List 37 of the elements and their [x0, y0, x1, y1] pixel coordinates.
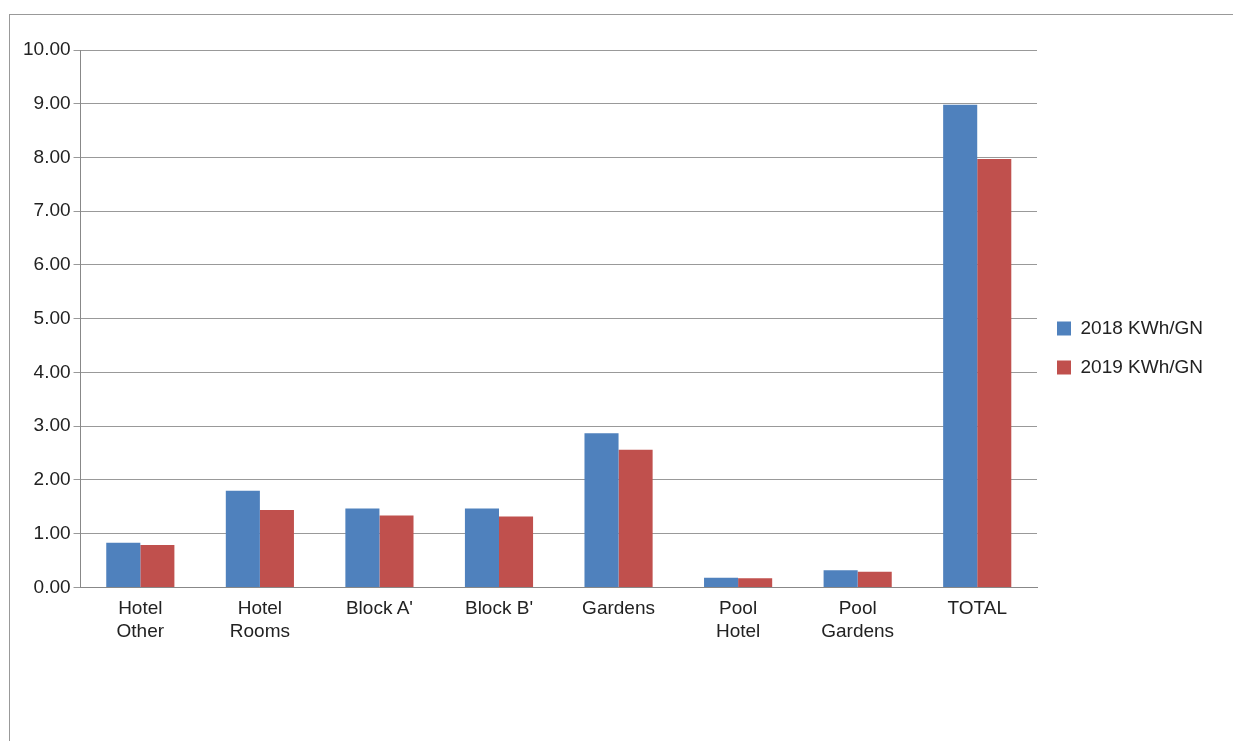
y-tick-label: 0.00 [33, 575, 71, 597]
bar [259, 510, 294, 587]
x-tick-label: Block B' [464, 597, 534, 619]
bar [379, 515, 414, 587]
y-tick-label: 2.00 [33, 468, 71, 490]
y-tick-label: 6.00 [33, 253, 71, 275]
y-tick-label: 4.00 [33, 360, 71, 382]
x-tick-label: Hotel Other [116, 597, 165, 641]
bar [943, 104, 978, 587]
bar [584, 433, 619, 587]
bar [225, 490, 260, 587]
y-tick-label: 9.00 [33, 91, 71, 113]
bar [738, 578, 773, 587]
x-tick-label: TOTAL [947, 597, 1007, 619]
legend-label: 2019 KWh/GN [1080, 355, 1203, 377]
x-tick-label: Gardens [582, 597, 655, 619]
bar [857, 571, 892, 587]
y-tick-label: 1.00 [33, 521, 71, 543]
y-tick-label: 3.00 [33, 414, 71, 436]
y-tick-label: 7.00 [33, 199, 71, 221]
bar [618, 449, 653, 587]
bar [140, 544, 175, 587]
x-tick-label: Pool Gardens [821, 597, 895, 641]
x-tick-label: Hotel Rooms [229, 597, 290, 641]
bar [499, 516, 534, 587]
y-tick-label: 5.00 [33, 306, 71, 328]
bar [106, 542, 141, 587]
x-tick-label: Block A' [345, 597, 413, 619]
bar [464, 508, 499, 587]
bar [345, 508, 380, 587]
y-tick-label: 10.00 [23, 38, 71, 60]
bar [823, 570, 858, 587]
bar [977, 159, 1012, 587]
y-tick-label: 8.00 [33, 145, 71, 167]
legend-label: 2018 KWh/GN [1080, 316, 1203, 338]
x-tick-label: Pool Hotel [715, 597, 761, 641]
bar [704, 577, 739, 587]
